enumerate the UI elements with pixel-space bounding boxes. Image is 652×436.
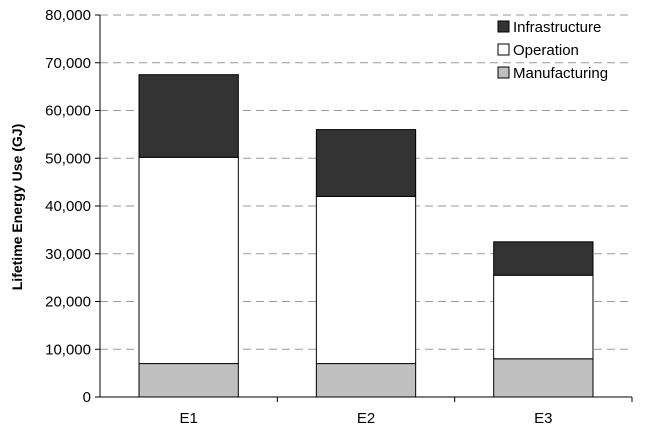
axes xyxy=(95,14,633,402)
legend-swatch-manufacturing xyxy=(497,66,510,79)
bars xyxy=(138,74,594,398)
legend-label-manufacturing: Manufacturing xyxy=(513,65,608,82)
y-axis-title: Lifetime Energy Use (GJ) xyxy=(9,124,25,291)
y-tick-label: 50,000 xyxy=(45,150,91,167)
legend-label-infrastructure: Infrastructure xyxy=(513,19,601,36)
y-tick-label: 70,000 xyxy=(45,55,91,72)
legend: Infrastructure Operation Manufacturing xyxy=(497,19,608,82)
bar-infrastructure-e3 xyxy=(493,241,594,276)
y-tick-label: 80,000 xyxy=(45,7,91,24)
y-tick-label: 40,000 xyxy=(45,198,91,215)
x-tick-label: E3 xyxy=(534,410,552,427)
x-tick-labels: E1 E2 E3 xyxy=(179,410,552,427)
x-tick-label: E1 xyxy=(179,410,197,427)
bar-operation-e1 xyxy=(138,156,239,365)
y-tick-label: 60,000 xyxy=(45,103,91,120)
y-tick-labels: 0 10,000 20,000 30,000 40,000 50,000 60,000 70,… xyxy=(45,7,91,406)
legend-swatch-operation xyxy=(497,43,510,56)
bar-infrastructure-e1 xyxy=(138,74,239,158)
bar-manufacturing-e3 xyxy=(493,358,594,398)
y-tick-label: 10,000 xyxy=(45,341,91,358)
x-tick-label: E2 xyxy=(357,410,375,427)
y-tick-label: 0 xyxy=(83,389,91,406)
bar-infrastructure-e2 xyxy=(315,129,417,197)
legend-swatch-infrastructure xyxy=(497,20,510,33)
bar-manufacturing-e2 xyxy=(315,363,417,398)
bar-manufacturing-e1 xyxy=(138,363,239,398)
y-tick-label: 20,000 xyxy=(45,294,91,311)
y-tick-label: 30,000 xyxy=(45,246,91,263)
bar-operation-e2 xyxy=(315,195,417,365)
legend-label-operation: Operation xyxy=(513,42,579,59)
bar-operation-e3 xyxy=(493,274,594,360)
